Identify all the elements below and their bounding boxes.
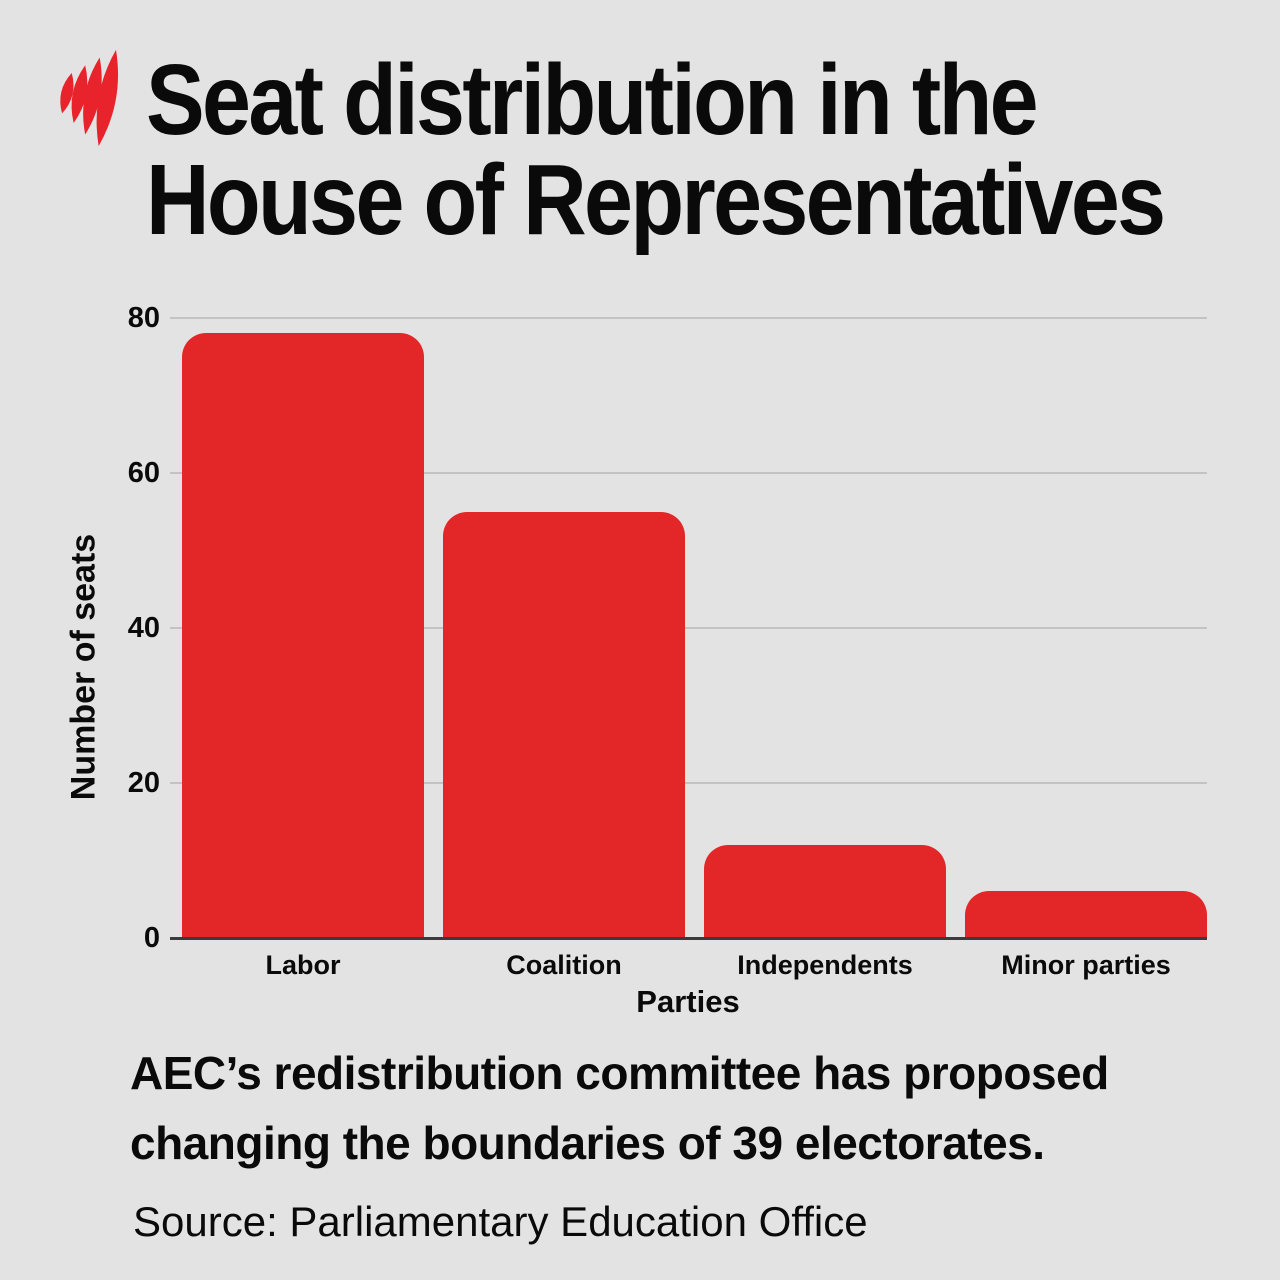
y-axis-title: Number of seats: [64, 533, 103, 801]
title-line-1: Seat distribution in the: [146, 44, 1039, 156]
caption-text: AEC’s redistribution committee has propo…: [130, 1038, 1109, 1178]
source-attribution: Source: Parliamentary Education Office: [133, 1198, 868, 1245]
bar-labor: [182, 333, 424, 938]
category-label-independents: Independents: [737, 950, 913, 980]
bar-minor-parties: [965, 891, 1207, 938]
y-tick-label-20: 20: [127, 767, 160, 799]
y-tick-label-40: 40: [127, 612, 160, 644]
y-tick-label-0: 0: [143, 922, 160, 954]
gridline-40: [170, 627, 1207, 629]
bar-independents: [704, 845, 946, 938]
caption-line-1: AEC’s redistribution committee has propo…: [130, 1047, 1109, 1099]
gridline-20: [170, 782, 1207, 784]
category-label-minor-parties: Minor parties: [1001, 950, 1171, 980]
x-axis-line: [170, 937, 1207, 940]
category-label-labor: Labor: [265, 950, 341, 980]
x-axis-title: Parties: [636, 984, 740, 1019]
y-tick-label-80: 80: [127, 302, 160, 334]
title-line-2: House of Representatives: [146, 144, 1166, 256]
bar-coalition: [443, 512, 685, 938]
caption-line-2: changing the boundaries of 39 electorate…: [130, 1117, 1045, 1169]
y-tick-label-60: 60: [127, 457, 160, 489]
sbs-flame-logo-icon: [60, 49, 119, 147]
page-title: Seat distribution in the House of Represe…: [146, 50, 1166, 250]
gridline-80: [170, 317, 1207, 319]
category-label-coalition: Coalition: [506, 950, 622, 980]
gridline-60: [170, 472, 1207, 474]
